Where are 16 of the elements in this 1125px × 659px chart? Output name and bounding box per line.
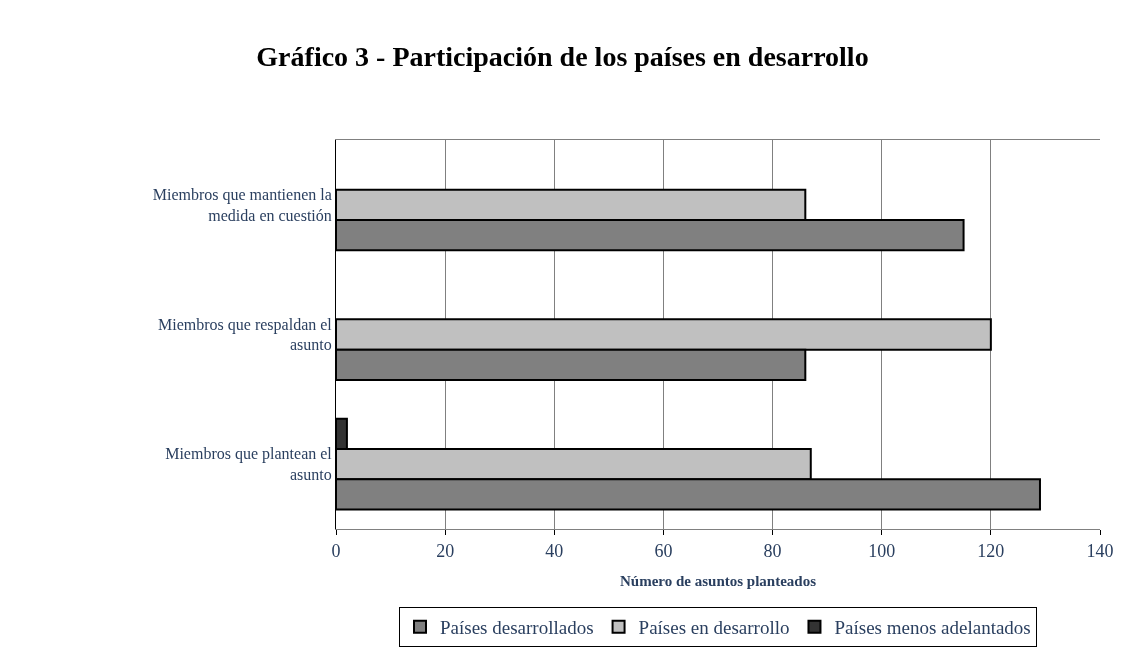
- x-tick-label: 80: [763, 540, 782, 561]
- y-tick-label: Miembros que plantean el asunto: [165, 445, 333, 484]
- x-tick-label: 100: [868, 540, 896, 561]
- x-tick-label: 140: [1086, 540, 1114, 561]
- y-tick-label: Miembros que mantienen la medida en cuestión: [152, 186, 332, 224]
- x-tick-label: 20: [436, 540, 455, 561]
- x-axis-title: Número de asuntos planteados: [619, 572, 817, 589]
- x-tick-label: 60: [654, 540, 673, 561]
- x-tick-label: 0: [331, 540, 341, 561]
- chart-title: Gráfico 3 - Participación de los países en desarrollo: [256, 40, 869, 72]
- legend-label: Países en desarrollo: [638, 617, 790, 639]
- y-tick-label: Miembros que respaldan el asunto: [158, 315, 333, 354]
- x-tick-label: 40: [545, 540, 564, 561]
- x-tick-label: 120: [977, 540, 1005, 561]
- legend-label: Países menos adelantados: [834, 617, 1031, 639]
- legend-label: Países desarrollados: [440, 617, 594, 639]
